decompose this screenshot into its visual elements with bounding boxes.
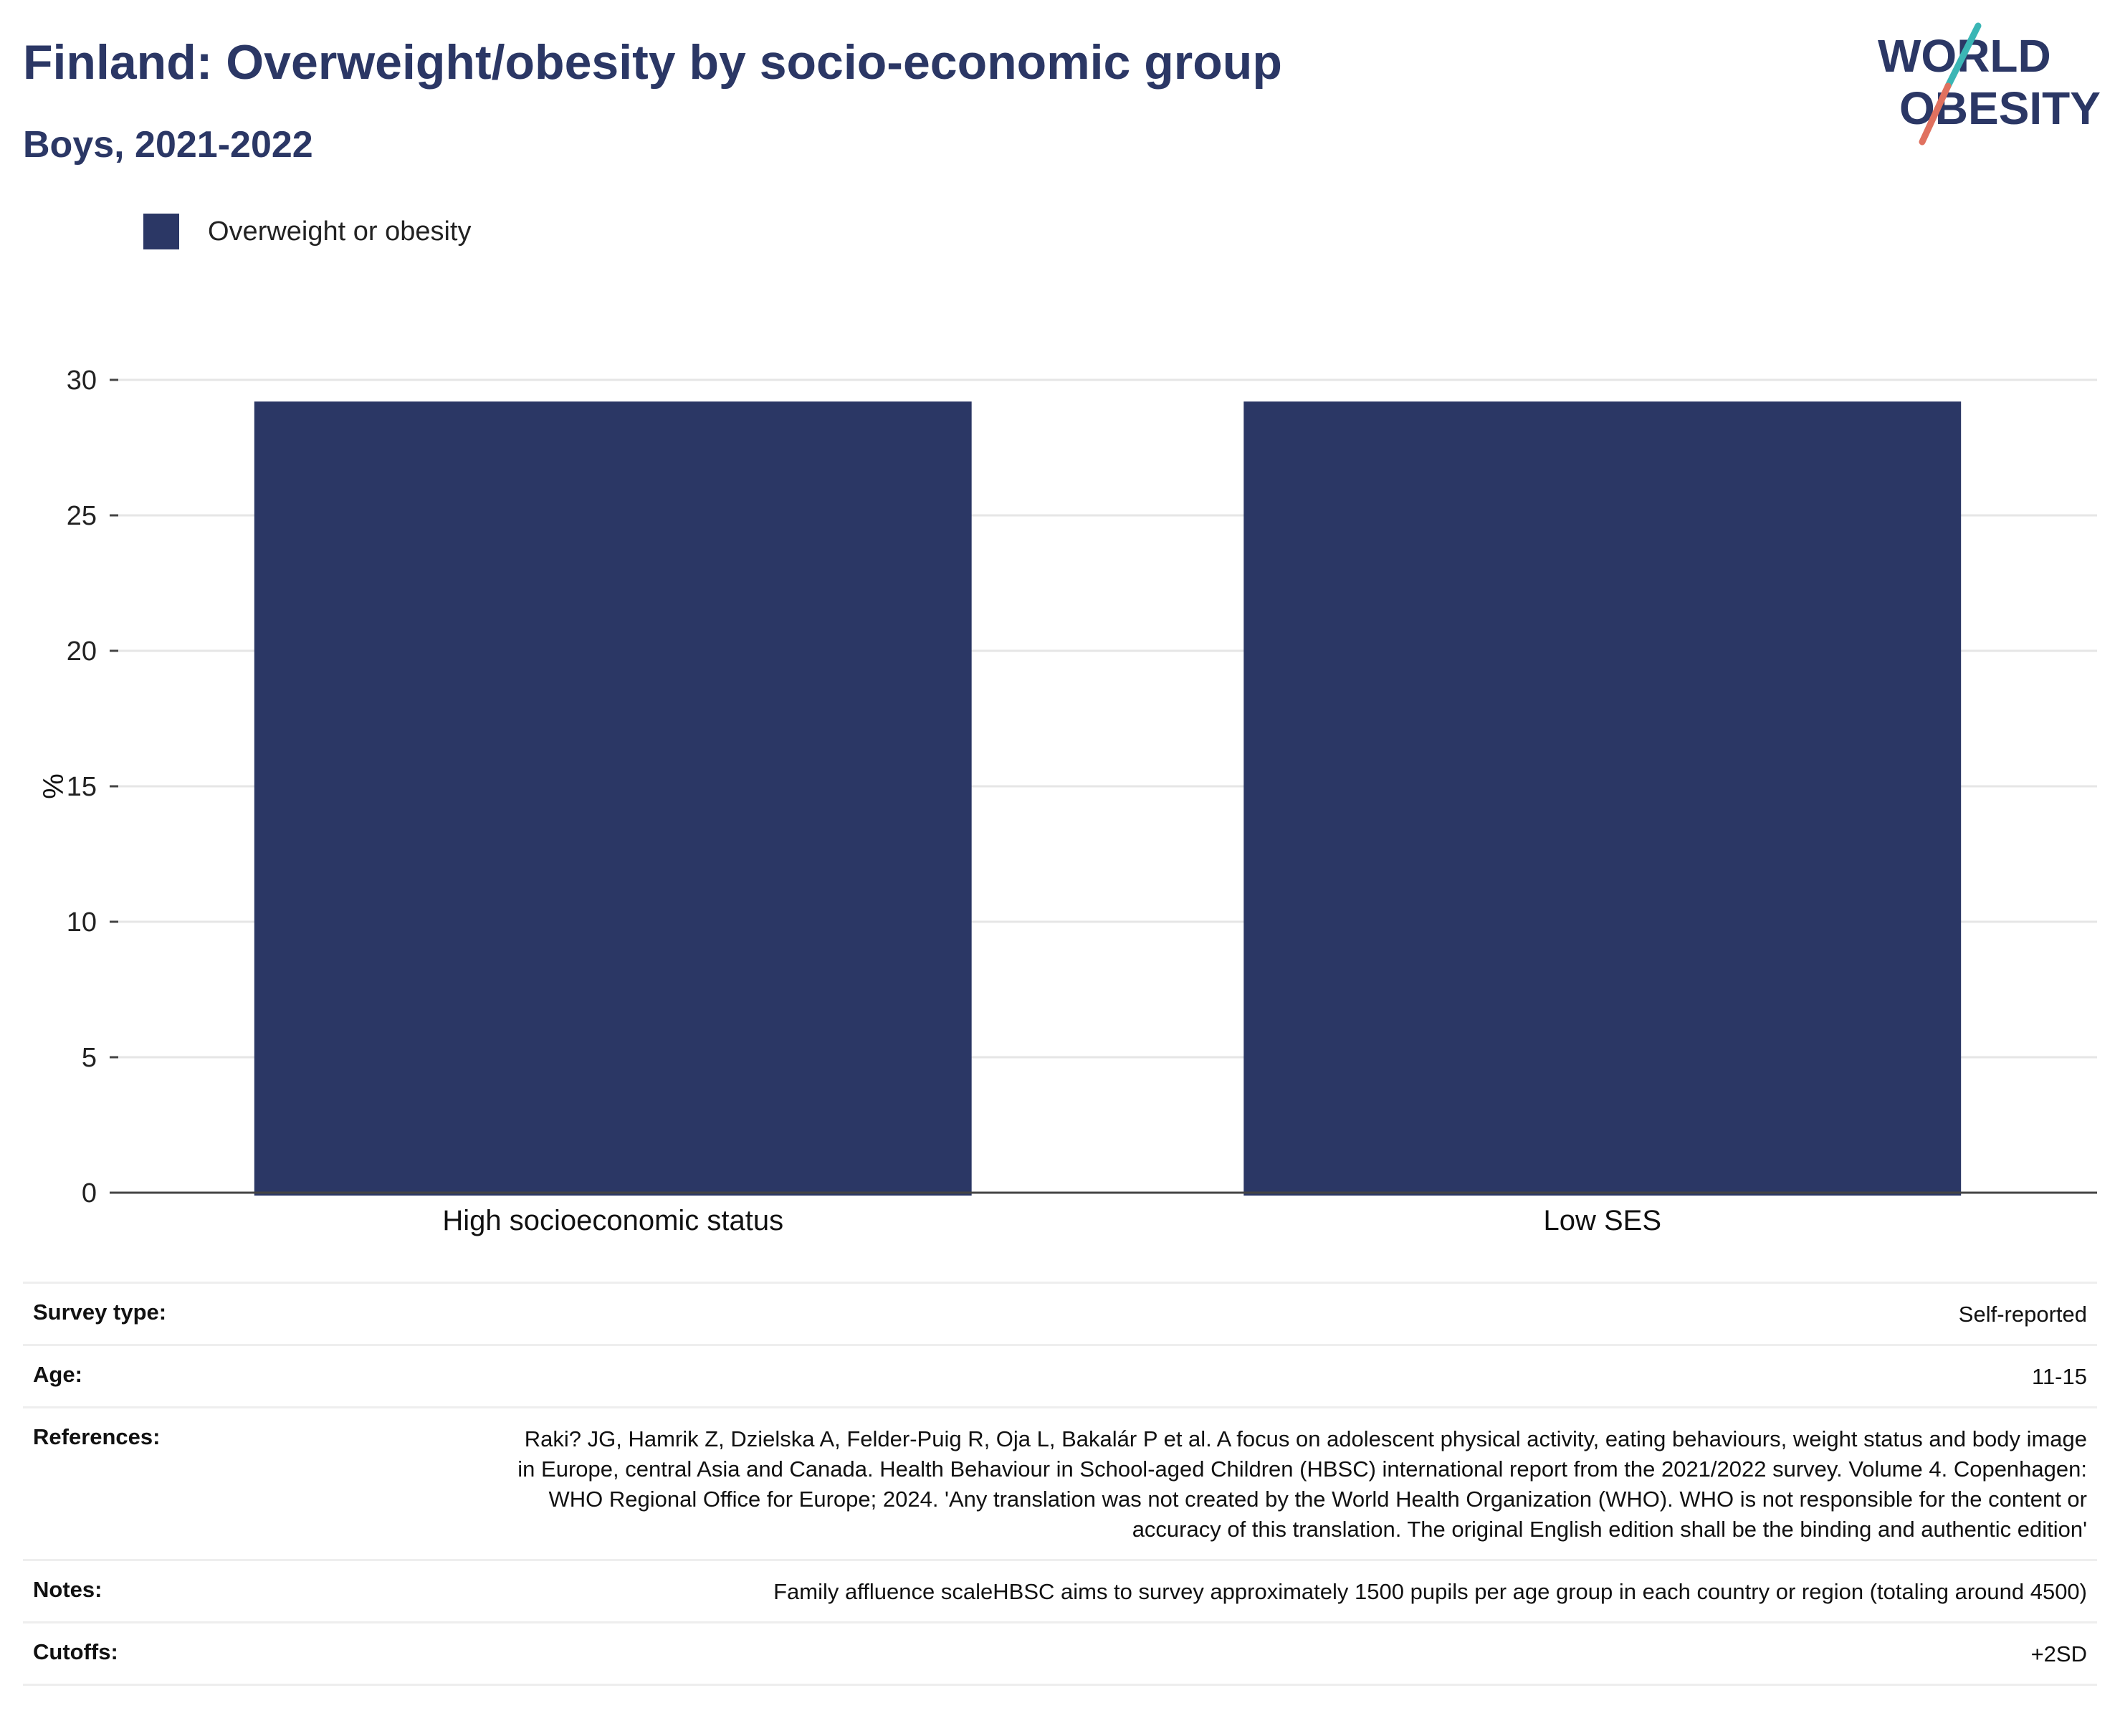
y-tick-label: 10 [67,907,97,938]
y-tick-label: 5 [82,1043,97,1073]
legend-label: Overweight or obesity [208,216,472,247]
info-row: Cutoffs: +2SD [23,1621,2097,1686]
bar [254,401,972,1196]
logo-stroke-coral [1919,82,1952,146]
info-value: Raki? JG, Hamrik Z, Dzielska A, Felder-P… [517,1426,2087,1542]
info-value: 11-15 [2032,1364,2087,1389]
chart-title: Finland: Overweight/obesity by socio-eco… [23,35,1282,90]
chart-legend: Overweight or obesity [143,214,472,249]
info-label: Survey type: [33,1299,167,1325]
info-table: Survey type: Self-reported Age: 11-15 Refere… [23,1282,2097,1686]
y-axis-ticks: 0 5 10 15 20 25 30 [67,366,118,1208]
y-tick-label: 20 [67,636,97,667]
info-row: References: Raki? JG, Hamrik Z, Dzielska … [23,1406,2097,1559]
bar-chart: 0 5 10 15 20 25 30 High socioeconomic status Lo… [37,366,2097,1236]
y-tick-label: 25 [67,501,97,531]
info-label: Age: [33,1362,82,1387]
x-category-label: High socioeconomic status [442,1205,783,1236]
bars [254,401,1962,1196]
x-category-label: Low SES [1543,1205,1661,1236]
chart-subtitle: Boys, 2021-2022 [23,124,313,166]
legend-swatch [143,214,179,249]
world-obesity-logo: WORLD OBESITY [1878,22,2101,146]
info-value: +2SD [2030,1641,2087,1666]
bar [1243,401,1962,1196]
x-axis-categories: High socioeconomic status Low SES [442,1205,1661,1236]
y-tick-label: 0 [82,1178,97,1208]
info-label: References: [33,1424,161,1449]
y-tick-label: 15 [67,772,97,802]
y-tick-label: 30 [67,366,97,396]
info-row: Survey type: Self-reported [23,1282,2097,1344]
y-axis-label: % [37,773,68,799]
info-label: Notes: [33,1577,102,1602]
info-row: Notes: Family affluence scaleHBSC aims to… [23,1559,2097,1621]
info-label: Cutoffs: [33,1639,118,1664]
info-value: Family affluence scaleHBSC aims to surve… [773,1579,2087,1604]
info-row: Age: 11-15 [23,1344,2097,1406]
logo-stroke-teal [1944,22,1982,90]
info-value: Self-reported [1958,1302,2087,1327]
